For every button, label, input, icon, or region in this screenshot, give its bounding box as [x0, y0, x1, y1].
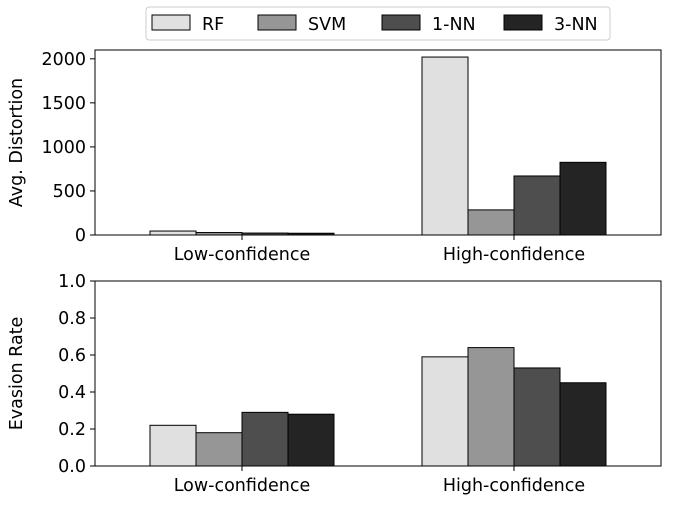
y-tick-label-distortion-2: 1000 [41, 138, 86, 158]
x-tick-label-evasion-1: High-confidence [443, 476, 585, 496]
bar-evasion-1-nn-0 [241, 411, 289, 467]
distortion-chart: 0 500 1000 1500 2000 Low-confidence High-confi… [7, 49, 662, 265]
plot-frame-distortion [94, 49, 662, 236]
y-tick-label-evasion-0: 0.0 [58, 457, 86, 477]
legend-label-rf: RF [202, 15, 224, 35]
y-tick-label-distortion-0: 0 [75, 226, 86, 246]
bar-distortion-3-nn-1 [559, 161, 607, 236]
y-tick-label-distortion-3: 1500 [41, 94, 86, 114]
bar-evasion-3-nn-0 [287, 413, 335, 467]
bar-evasion-3-nn-1 [559, 382, 607, 467]
legend-label-3-nn: 3-NN [554, 15, 598, 35]
y-axis-title-distortion: Avg. Distortion [7, 78, 27, 207]
bar-evasion-svm-1 [467, 347, 515, 467]
bar-evasion-rf-1 [421, 356, 469, 467]
y-tick-label-evasion-2: 0.4 [58, 383, 86, 403]
legend: RF SVM 1-NN 3-NN [145, 6, 611, 41]
bar-distortion-rf-1 [421, 56, 469, 236]
bar-evasion-svm-0 [195, 432, 243, 467]
bar-evasion-1-nn-1 [513, 367, 561, 467]
y-axis-title-evasion: Evasion Rate [7, 317, 27, 431]
y-tick-label-distortion-1: 500 [53, 182, 86, 202]
x-tick-label-evasion-0: Low-confidence [174, 476, 311, 496]
y-tick-label-evasion-1: 0.2 [58, 420, 86, 440]
bar-distortion-rf-0 [149, 230, 197, 236]
plot-frame-evasion [94, 280, 662, 467]
legend-swatch-3-nn [503, 14, 543, 31]
evasion-rate-chart: 0.0 0.2 0.4 0.6 0.8 1.0 Low-confidence High-con… [7, 272, 662, 496]
legend-label-1-nn: 1-NN [432, 15, 476, 35]
y-tick-label-evasion-5: 1.0 [58, 272, 86, 292]
y-tick-label-evasion-3: 0.6 [58, 346, 86, 366]
legend-label-svm: SVM [308, 15, 346, 35]
y-tick-label-evasion-4: 0.8 [58, 309, 86, 329]
bar-distortion-svm-1 [467, 209, 515, 236]
x-tick-label-distortion-1: High-confidence [443, 245, 585, 265]
legend-swatch-1-nn [381, 14, 421, 31]
x-tick-label-distortion-0: Low-confidence [174, 245, 311, 265]
bar-distortion-1-nn-1 [513, 175, 561, 236]
legend-swatch-rf [151, 14, 191, 31]
y-tick-label-distortion-4: 2000 [41, 50, 86, 70]
legend-swatch-svm [257, 14, 297, 31]
bar-evasion-rf-0 [149, 424, 197, 467]
